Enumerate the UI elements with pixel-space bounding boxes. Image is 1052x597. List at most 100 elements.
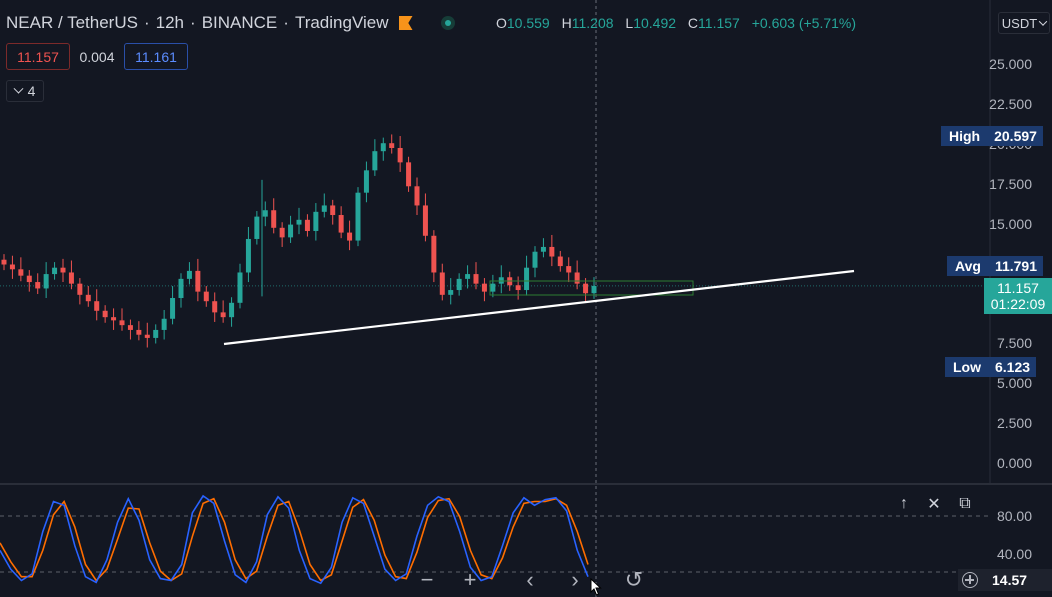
candle-body xyxy=(153,329,159,338)
candle-body xyxy=(363,170,369,193)
candle-body xyxy=(60,267,66,273)
candle-body xyxy=(288,224,294,238)
last-price-tag: 11.157 01:22:09 xyxy=(984,278,1052,314)
candle-body xyxy=(591,285,597,294)
oscillator-value-tag: 14.57 xyxy=(958,569,1052,591)
candle-body xyxy=(119,320,125,326)
candle-body xyxy=(515,285,521,291)
candle-body xyxy=(330,205,336,216)
indicator-count: 4 xyxy=(27,83,36,99)
candle-body xyxy=(144,334,150,338)
candle-body xyxy=(35,282,41,289)
interval-label[interactable]: 12h xyxy=(155,13,185,32)
candle-body xyxy=(355,192,361,241)
avg-tag-label: Avg xyxy=(947,256,989,276)
candle-body xyxy=(414,186,420,206)
low-value: 10.492 xyxy=(633,15,677,31)
symbol-header: NEAR / TetherUS · 12h · BINANCE · Tradin… xyxy=(6,12,455,34)
candle-body xyxy=(439,272,445,295)
candle-body xyxy=(347,232,353,241)
maximize-pane-button[interactable]: ⧉ xyxy=(959,495,971,512)
low-label: L xyxy=(625,15,634,31)
high-label: H xyxy=(561,15,572,31)
chevron-down-icon xyxy=(13,83,24,94)
mouse-cursor-icon xyxy=(590,578,602,596)
price-axis-label: 7.500 xyxy=(996,335,1032,352)
candle-body xyxy=(279,227,285,238)
ohlc-readout: O10.559 H11.208 L10.492 C11.157 +0.603 (… xyxy=(496,15,864,31)
candle-body xyxy=(77,283,83,295)
high-tag: High 20.597 xyxy=(941,126,1043,146)
oscillator-value: 14.57 xyxy=(992,572,1028,588)
candle-body xyxy=(178,278,184,299)
candle-body xyxy=(532,251,538,268)
add-plus-icon[interactable] xyxy=(962,572,978,588)
candle-body xyxy=(490,283,496,292)
candle-body xyxy=(203,291,209,302)
sell-button[interactable]: 11.157 xyxy=(6,43,70,70)
reset-chart-button[interactable]: ↺ xyxy=(624,567,644,592)
price-axis-label: 5.000 xyxy=(996,375,1032,392)
market-status-icon[interactable] xyxy=(440,16,455,30)
move-pane-up-button[interactable]: ↑ xyxy=(900,495,908,512)
indicators-toggle-button[interactable]: 4 xyxy=(6,80,44,102)
scroll-right-button[interactable]: › xyxy=(571,567,579,592)
low-tag: Low 6.123 xyxy=(945,357,1037,377)
candle-body xyxy=(1,259,7,265)
candle-body xyxy=(136,329,142,335)
platform-label: TradingView xyxy=(294,13,389,32)
candle-body xyxy=(271,210,277,228)
candle-body xyxy=(406,162,412,187)
open-value: 10.559 xyxy=(506,15,550,31)
candle-body xyxy=(127,325,133,330)
candle-body xyxy=(372,151,378,171)
osc-axis-80: 80.00 xyxy=(996,508,1032,524)
candle-body xyxy=(85,294,91,302)
last-price-value: 11.157 xyxy=(997,280,1039,296)
candle-body xyxy=(9,264,15,270)
candle-body xyxy=(481,283,487,292)
price-axis-label: 15.000 xyxy=(989,215,1032,232)
stoch-rsi-k-line xyxy=(0,494,589,585)
exchange-label: BINANCE xyxy=(201,13,278,32)
price-axis-label: 17.500 xyxy=(989,175,1032,192)
candle-body xyxy=(102,310,108,318)
candle-body xyxy=(195,270,201,292)
candle-body xyxy=(540,246,546,252)
candle-body xyxy=(422,205,428,236)
candle-body xyxy=(254,216,260,239)
high-tag-label: High xyxy=(941,126,989,146)
candle-body xyxy=(237,272,243,303)
close-pane-button[interactable]: ✕ xyxy=(927,496,941,513)
candle-body xyxy=(161,318,167,330)
candle-body xyxy=(338,215,344,233)
zoom-in-button[interactable]: + xyxy=(463,567,477,592)
candle-body xyxy=(304,219,310,231)
bar-countdown: 01:22:09 xyxy=(990,296,1046,312)
price-axis-label: 25.000 xyxy=(989,56,1032,72)
candle-body xyxy=(549,246,555,257)
candle-body xyxy=(583,283,589,294)
candle-body xyxy=(313,211,319,231)
candle-body xyxy=(566,266,572,273)
currency-label: USDT xyxy=(1001,15,1038,31)
change-value: +0.603 (+5.71%) xyxy=(751,15,857,31)
symbol-pair[interactable]: NEAR / TetherUS xyxy=(6,13,138,32)
currency-selector[interactable]: USDT xyxy=(998,12,1050,34)
buy-button[interactable]: 11.161 xyxy=(124,43,188,70)
flag-icon[interactable] xyxy=(398,16,413,30)
zoom-out-button[interactable]: − xyxy=(420,567,434,592)
spread-value: 0.004 xyxy=(79,48,115,65)
candle-body xyxy=(380,143,386,152)
candle-body xyxy=(43,274,49,289)
price-axis-label: 0.000 xyxy=(996,455,1032,471)
scroll-left-button[interactable]: ‹ xyxy=(526,567,534,592)
low-tag-label: Low xyxy=(945,357,989,377)
candle-body xyxy=(186,270,192,279)
zone-rectangle xyxy=(489,280,694,296)
candle-body xyxy=(557,256,563,267)
avg-tag: Avg 11.791 xyxy=(947,256,1043,276)
low-tag-value: 6.123 xyxy=(989,357,1037,377)
